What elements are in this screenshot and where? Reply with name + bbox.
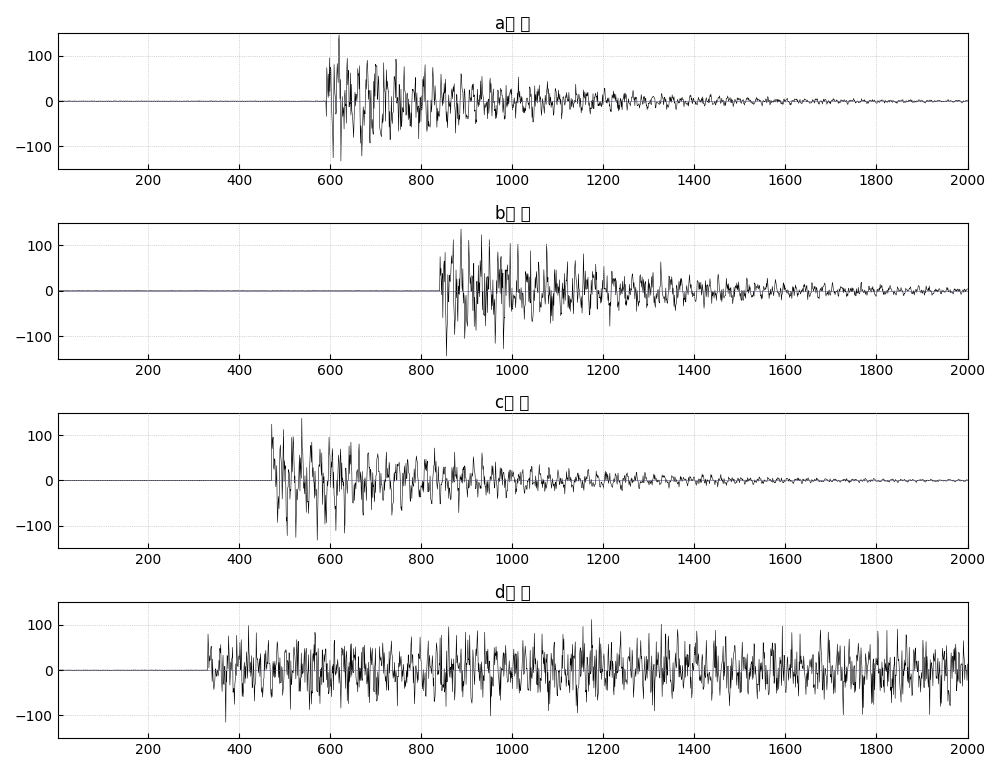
Title: c信 号: c信 号 (495, 394, 530, 412)
Title: d信 号: d信 号 (495, 584, 531, 602)
Title: a信 号: a信 号 (495, 15, 530, 33)
Title: b信 号: b信 号 (495, 205, 531, 222)
